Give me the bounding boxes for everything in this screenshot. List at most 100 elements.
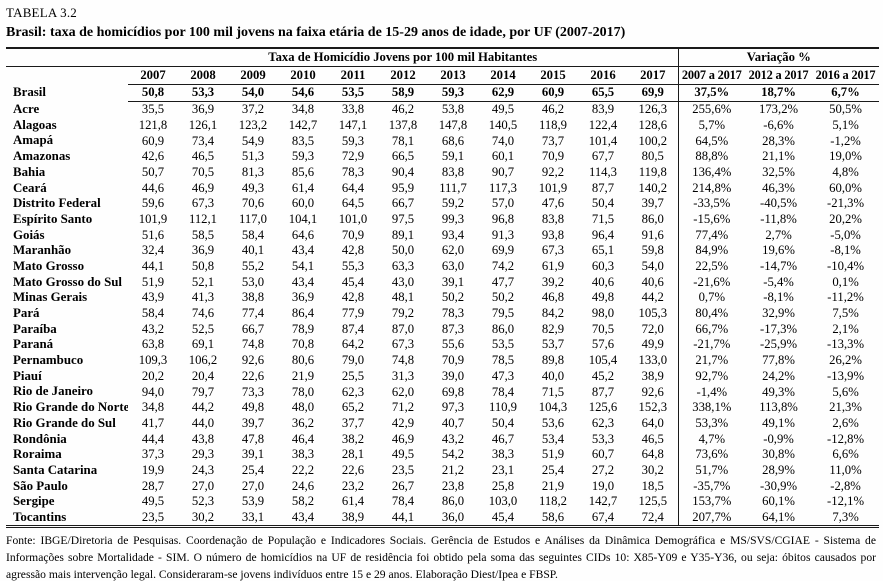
row-label: Ceará bbox=[13, 180, 47, 195]
rate-cell: 25,4 bbox=[241, 462, 265, 477]
rate-cell: 47,3 bbox=[491, 368, 515, 383]
variation-cell: 338,1% bbox=[677, 399, 746, 416]
rate-cell: 82,9 bbox=[541, 321, 565, 336]
variation-cell: 22,5% bbox=[677, 258, 746, 275]
rate-cell: 101,4 bbox=[588, 133, 618, 148]
variation-cell: 32,9% bbox=[762, 306, 795, 321]
rate-cell: 73,3 bbox=[241, 384, 265, 399]
rate-cell: 118,9 bbox=[538, 117, 568, 132]
rate-cell: 95,9 bbox=[391, 180, 415, 195]
table-row: Rio de Janeiro 94,0 79,7 73,3 78,0 62,3 62,0 69… bbox=[6, 384, 879, 400]
rate-cell: 70,5 bbox=[591, 321, 615, 336]
rate-cell: 62,0 bbox=[391, 384, 415, 399]
rate-cell: 64,4 bbox=[341, 180, 365, 195]
rate-cell: 55,6 bbox=[441, 337, 465, 352]
rate-cell: 69,8 bbox=[441, 384, 465, 399]
variation-cell: -12,1% bbox=[827, 494, 865, 509]
rate-cell: 65,2 bbox=[341, 400, 365, 415]
variation-cell: 0,1% bbox=[832, 274, 859, 289]
rate-cell: 86,0 bbox=[641, 211, 664, 226]
rate-cell: 62,0 bbox=[441, 243, 465, 258]
variation-cell: -13,3% bbox=[827, 337, 865, 352]
year-column-header: 2015 bbox=[528, 66, 578, 85]
rate-cell: 103,0 bbox=[488, 494, 518, 509]
rate-cell: 36,2 bbox=[291, 415, 315, 430]
variation-cell: 64,5% bbox=[677, 133, 746, 149]
variation-cell: -33,5% bbox=[677, 195, 746, 212]
rate-cell: 23,1 bbox=[491, 462, 515, 477]
rate-cell: 70,9 bbox=[441, 353, 465, 368]
rate-cell: 50,4 bbox=[491, 415, 515, 430]
variation-cell: 26,2% bbox=[829, 353, 862, 368]
rate-cell: 71,5 bbox=[541, 384, 565, 399]
rate-cell: 31,3 bbox=[391, 368, 415, 383]
rate-cell: 60,9 bbox=[528, 84, 578, 102]
table-number-label: TABELA 3.2 bbox=[6, 5, 78, 20]
rate-cell: 52,5 bbox=[191, 321, 215, 336]
rate-cell: 117,0 bbox=[238, 211, 268, 226]
rate-cell: 87,7 bbox=[591, 384, 615, 399]
rate-cell: 59,6 bbox=[141, 196, 165, 211]
rate-cell: 41,7 bbox=[141, 415, 165, 430]
variation-cell: 5,1% bbox=[832, 117, 859, 132]
rate-cell: 69,1 bbox=[191, 337, 215, 352]
table-row: São Paulo 28,7 27,0 27,0 24,6 23,2 26,7 23,8 25,… bbox=[6, 478, 879, 494]
rate-cell: 101,9 bbox=[538, 180, 568, 195]
rate-cell: 89,1 bbox=[391, 227, 415, 242]
variation-cell: 60,1% bbox=[762, 494, 795, 509]
table-row: Paraná 63,8 69,1 74,8 70,8 64,2 67,3 55,6 53,5 53… bbox=[6, 337, 879, 353]
rate-cell: 89,8 bbox=[541, 353, 565, 368]
rate-cell: 48,1 bbox=[391, 290, 415, 305]
variation-cell: 7,3% bbox=[832, 510, 859, 525]
table-body: Brasil 50,8 53,3 54,0 54,6 53,5 58,9 59,3 62,9 60… bbox=[6, 84, 880, 527]
row-label: Brasil bbox=[13, 85, 46, 100]
table-row: Rio Grande do Norte 34,8 44,2 49,8 48,0 65,2 7… bbox=[6, 399, 879, 416]
variation-cell: 2,6% bbox=[832, 415, 859, 430]
rate-cell: 25,5 bbox=[341, 368, 365, 383]
variation-cell: -14,7% bbox=[760, 259, 798, 274]
rate-cell: 90,7 bbox=[491, 164, 515, 179]
row-label: Mato Grosso do Sul bbox=[13, 274, 122, 289]
rate-cell: 23,8 bbox=[441, 478, 465, 493]
rate-cell: 71,2 bbox=[391, 400, 415, 415]
variation-cell: 19,6% bbox=[762, 243, 795, 258]
variation-cell: 6,7% bbox=[812, 84, 880, 102]
rate-cell: 142,7 bbox=[288, 117, 318, 132]
rate-cell: 92,2 bbox=[541, 164, 565, 179]
rate-cell: 33,8 bbox=[341, 102, 365, 117]
rate-cell: 140,5 bbox=[488, 117, 518, 132]
rate-cell: 128,6 bbox=[638, 117, 668, 132]
rate-cell: 51,9 bbox=[141, 274, 165, 289]
rate-cell: 85,6 bbox=[291, 164, 315, 179]
rate-cell: 96,4 bbox=[591, 227, 615, 242]
rate-cell: 49,5 bbox=[141, 494, 165, 509]
rate-cell: 34,8 bbox=[141, 400, 165, 415]
rate-cell: 51,6 bbox=[141, 227, 165, 242]
rate-cell: 39,7 bbox=[641, 196, 664, 211]
variation-cell: 49,1% bbox=[762, 415, 795, 430]
rate-cell: 70,5 bbox=[191, 164, 215, 179]
row-label: Roraima bbox=[13, 447, 62, 462]
rate-cell: 27,2 bbox=[591, 462, 615, 477]
rate-cell: 83,9 bbox=[591, 102, 615, 117]
rate-cell: 57,0 bbox=[491, 196, 515, 211]
rate-cell: 58,4 bbox=[241, 227, 265, 242]
rate-cell: 40,1 bbox=[241, 243, 265, 258]
table-row: Acre 35,5 36,9 37,2 34,8 33,8 46,2 53,8 49,5 46,2… bbox=[6, 101, 879, 118]
rate-cell: 50,8 bbox=[128, 84, 178, 102]
row-label: Sergipe bbox=[13, 494, 55, 509]
rate-cell: 62,9 bbox=[478, 84, 528, 102]
variation-cell: -21,3% bbox=[827, 196, 865, 211]
table-row: Rio Grande do Sul 41,7 44,0 39,7 36,2 37,7 42,… bbox=[6, 415, 879, 432]
row-label: Paraná bbox=[13, 337, 54, 352]
rate-cell: 59,3 bbox=[291, 149, 315, 164]
rate-cell: 54,6 bbox=[278, 84, 328, 102]
rate-cell: 62,3 bbox=[591, 415, 615, 430]
rate-cell: 46,5 bbox=[191, 149, 215, 164]
rate-cell: 79,0 bbox=[341, 353, 365, 368]
rate-cell: 92,6 bbox=[241, 353, 265, 368]
rate-cell: 43,8 bbox=[191, 431, 215, 446]
rate-cell: 40,0 bbox=[541, 368, 565, 383]
variation-cell: 24,2% bbox=[762, 368, 795, 383]
rate-cell: 28,1 bbox=[341, 447, 365, 462]
